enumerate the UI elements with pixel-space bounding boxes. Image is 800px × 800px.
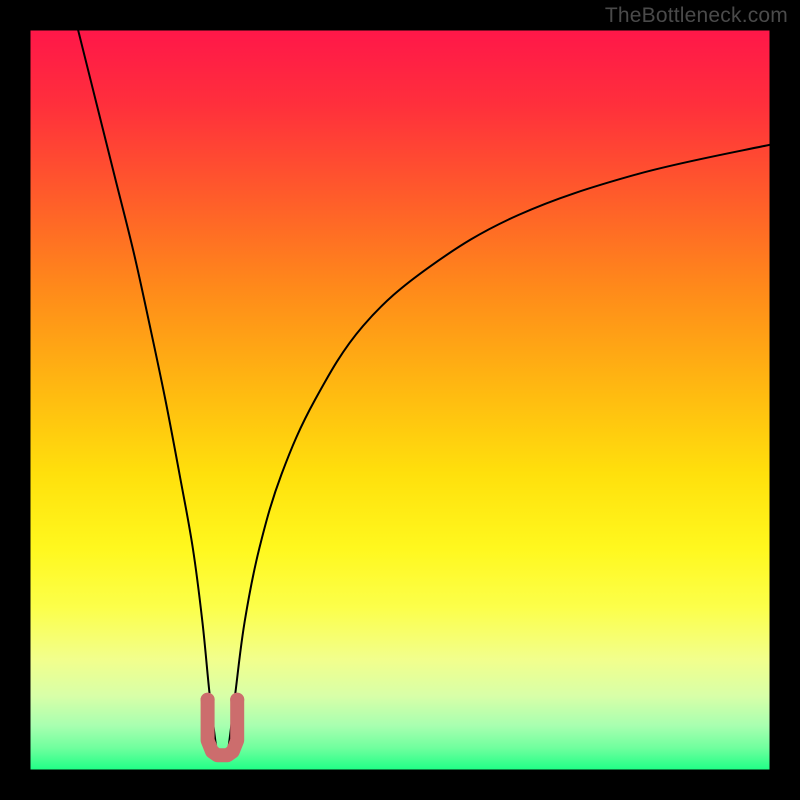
indicator-end-dot bbox=[201, 693, 215, 707]
bottleneck-chart bbox=[0, 0, 800, 800]
watermark-text: TheBottleneck.com bbox=[605, 4, 788, 28]
plot-background bbox=[30, 30, 770, 770]
indicator-end-dot bbox=[230, 693, 244, 707]
